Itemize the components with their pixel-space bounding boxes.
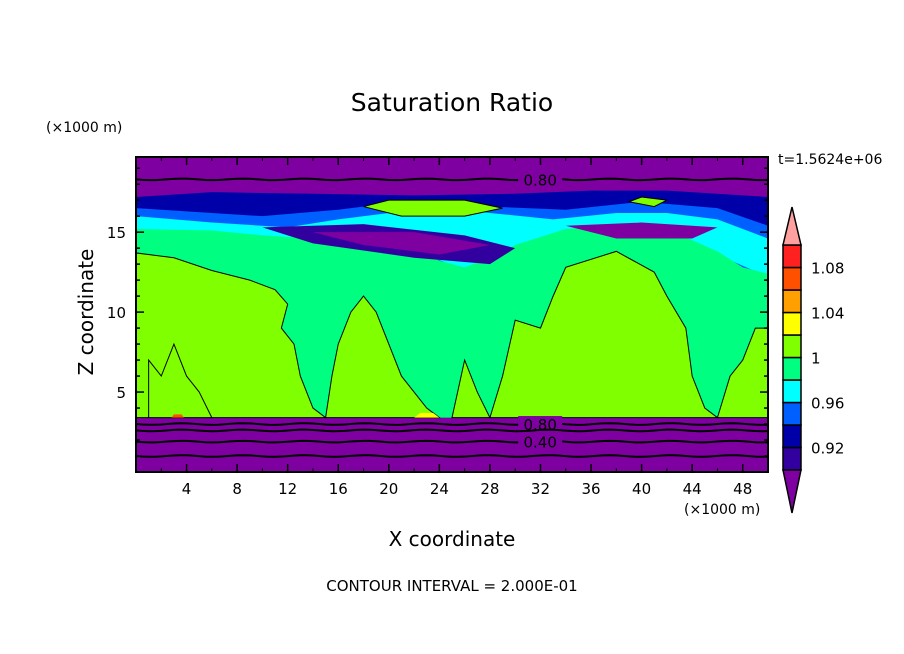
- colorbar-segment: [782, 311, 802, 336]
- contour-region: [171, 414, 185, 418]
- contour-label-bg: [518, 433, 563, 450]
- contour-line: [136, 439, 768, 444]
- contour-interval-note: CONTOUR INTERVAL = 2.000E-01: [326, 577, 578, 595]
- x-tick-label: 8: [232, 480, 242, 498]
- time-label: t=1.5624e+06: [778, 152, 883, 168]
- contour-line: [136, 428, 768, 433]
- colorbar-segment: [782, 379, 802, 404]
- colorbar-tick-label: 0.96: [811, 395, 844, 413]
- x-tick-label: 36: [581, 480, 600, 498]
- contour-label-bg: [518, 171, 563, 188]
- colorbar-tick-label: 1: [811, 350, 821, 368]
- colorbar-tick-label: 0.92: [811, 440, 844, 458]
- colorbar-segment: [782, 289, 802, 314]
- x-axis-unit: (×1000 m): [684, 502, 761, 518]
- contour-label-bg: [518, 416, 563, 433]
- colorbar-segment: [782, 424, 802, 449]
- colorbar-over-triangle: [782, 206, 802, 246]
- x-tick-label: 40: [632, 480, 651, 498]
- colorbar-tick-label: 1.08: [811, 260, 844, 278]
- contour-line: [136, 177, 768, 182]
- y-tick-label: 10: [107, 304, 126, 322]
- contour-region: [148, 342, 213, 419]
- y-tick-label: 15: [107, 224, 126, 242]
- contour-region: [565, 222, 718, 239]
- colorbar-under-triangle: [782, 469, 802, 514]
- x-tick-label: 16: [329, 480, 348, 498]
- plot-frame: [135, 156, 769, 473]
- chart-title: Saturation Ratio: [350, 88, 554, 117]
- colorbar-segment: [782, 446, 802, 471]
- contour-region: [363, 199, 503, 217]
- x-axis-label: X coordinate: [388, 527, 516, 551]
- contour-region: [325, 295, 441, 419]
- contour-line: [136, 454, 768, 458]
- contour-label: 0.40: [523, 434, 556, 452]
- contour-label: 0.80: [523, 171, 556, 189]
- colorbar-segment: [782, 266, 802, 291]
- colorbar-segment: [782, 356, 802, 381]
- x-tick-label: 12: [278, 480, 297, 498]
- colorbar-tick-label: 1.04: [811, 305, 844, 323]
- colorbar-segment: [782, 244, 802, 269]
- contour-region: [414, 412, 440, 418]
- contour-region: [489, 250, 719, 419]
- contour-field: 0.800.800.40: [136, 157, 768, 472]
- x-tick-label: 32: [531, 480, 550, 498]
- colorbar-segment: [782, 401, 802, 426]
- contour-region: [627, 196, 669, 208]
- x-tick-label: 44: [683, 480, 702, 498]
- colorbar-segment: [782, 334, 802, 359]
- x-tick-label: 48: [733, 480, 752, 498]
- contour-region: [451, 358, 491, 419]
- contour-region: [716, 327, 768, 419]
- contour-region: [312, 232, 490, 255]
- y-tick-label: 5: [116, 384, 126, 402]
- y-axis-unit: (×1000 m): [46, 120, 123, 136]
- contour-line: [136, 422, 768, 426]
- x-tick-label: 4: [182, 480, 192, 498]
- x-tick-label: 20: [379, 480, 398, 498]
- x-tick-label: 24: [430, 480, 449, 498]
- x-tick-label: 28: [480, 480, 499, 498]
